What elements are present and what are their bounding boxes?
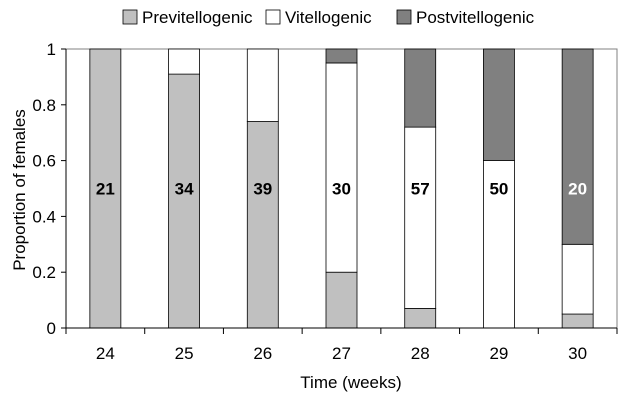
x-tick-label: 27 <box>332 344 351 363</box>
y-tick-label: 0.2 <box>32 263 56 282</box>
legend-label-vitellogenic: Vitellogenic <box>285 8 372 27</box>
legend-swatch-postvitellogenic <box>396 9 412 25</box>
bar-segment-previtellogenic-25 <box>168 73 200 329</box>
x-tick-label: 26 <box>253 344 272 363</box>
legend-swatch-previtellogenic <box>122 9 138 25</box>
y-tick-label: 0.6 <box>32 152 56 171</box>
bar-segment-postvitellogenic-29 <box>483 48 515 161</box>
y-tick-label: 0.4 <box>32 207 56 226</box>
bar-labels: 21 34 39 30 57 50 20 <box>96 180 587 199</box>
bar-count-label: 50 <box>489 180 508 199</box>
bar-segment-previtellogenic-30 <box>561 313 594 329</box>
y-tick-label: 0.8 <box>32 96 56 115</box>
bar-count-label: 39 <box>253 180 272 199</box>
legend-label-postvitellogenic: Postvitellogenic <box>416 8 535 27</box>
x-tick-label: 29 <box>489 344 508 363</box>
bar-count-label: 30 <box>332 180 351 199</box>
x-tick-label: 30 <box>568 344 587 363</box>
y-tick-label: 1 <box>47 40 56 59</box>
y-tick-label: 0 <box>47 319 56 338</box>
bar-count-label: 57 <box>411 180 430 199</box>
x-tick-label: 25 <box>175 344 194 363</box>
bar-segment-previtellogenic-28 <box>404 308 437 329</box>
bar-segment-vitellogenic-25 <box>168 48 200 75</box>
legend-swatch-vitellogenic <box>265 9 281 25</box>
y-axis-title: Proportion of females <box>10 109 29 271</box>
bar-segment-vitellogenic-28 <box>404 126 437 309</box>
x-tick-label: 28 <box>411 344 430 363</box>
x-tick-label: 24 <box>96 344 115 363</box>
bar-segment-previtellogenic-27 <box>325 271 358 329</box>
bar-segment-postvitellogenic-30 <box>561 48 594 245</box>
bars <box>89 48 594 329</box>
bar-count-label: 21 <box>96 180 115 199</box>
bar-count-label: 20 <box>568 180 587 199</box>
bar-segment-vitellogenic-26 <box>246 48 279 122</box>
bar-segment-postvitellogenic-27 <box>325 48 358 64</box>
bar-segment-vitellogenic-27 <box>325 62 358 273</box>
legend: Previtellogenic Vitellogenic Postvitelloge… <box>122 8 535 27</box>
x-axis-title: Time (weeks) <box>300 373 401 392</box>
legend-label-previtellogenic: Previtellogenic <box>142 8 253 27</box>
bar-count-label: 34 <box>175 180 194 199</box>
bar-segment-postvitellogenic-28 <box>404 48 437 128</box>
bar-segment-previtellogenic-26 <box>246 121 279 329</box>
bar-segment-vitellogenic-30 <box>561 243 594 315</box>
axes: 24 25 26 27 28 29 30 0 0.2 0.4 0.6 0.8 1 <box>32 40 618 363</box>
